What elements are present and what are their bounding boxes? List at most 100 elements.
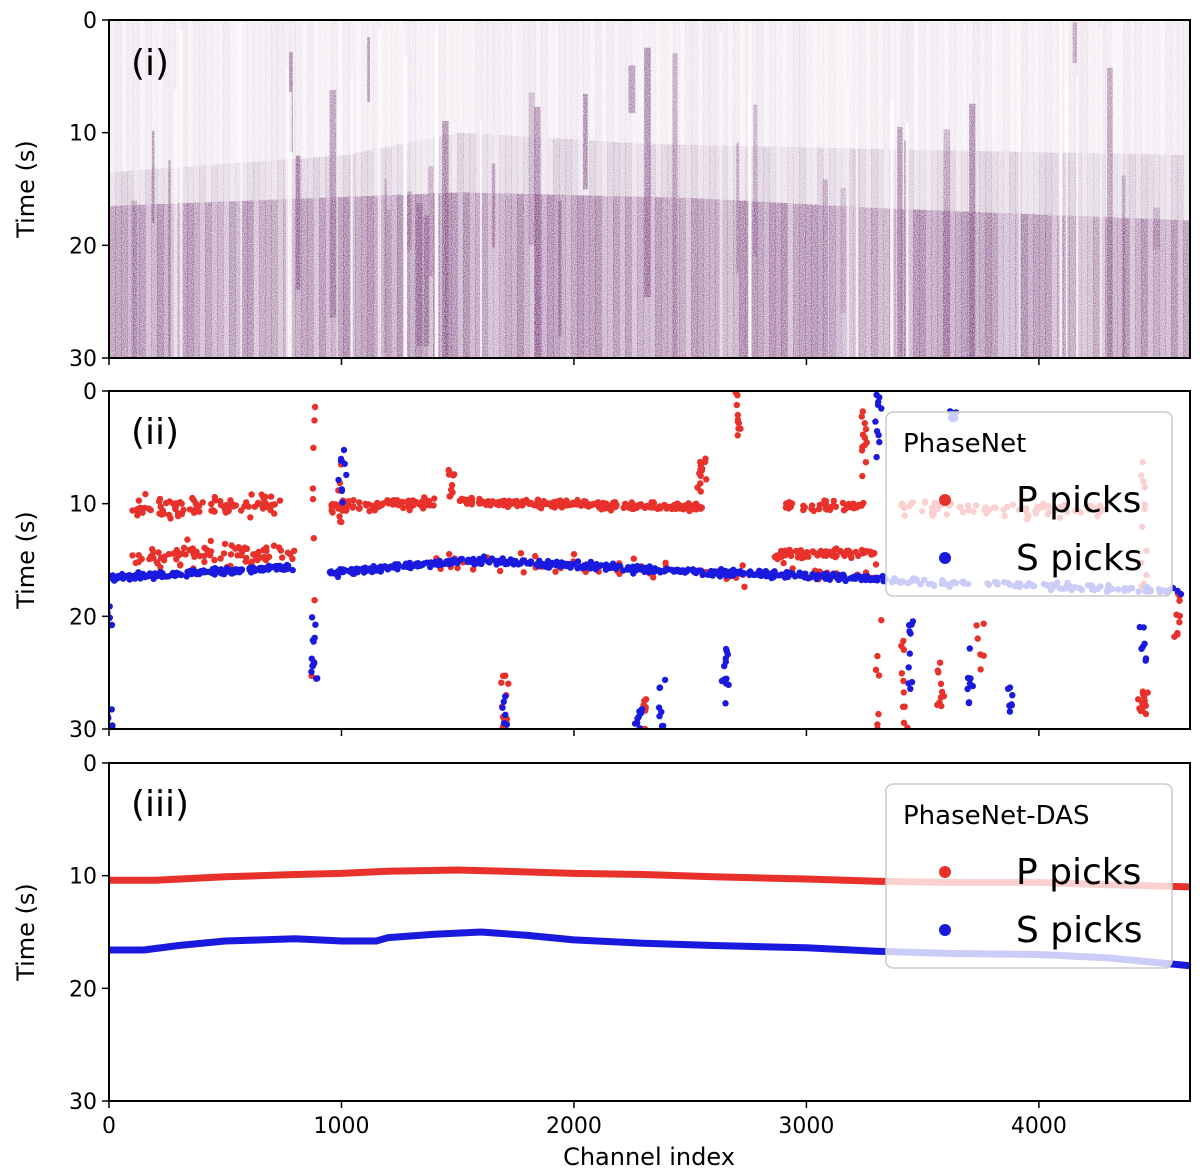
- pick-point: [250, 551, 257, 558]
- pick-point: [826, 576, 833, 583]
- pick-point: [861, 434, 869, 442]
- pick-point: [570, 551, 578, 558]
- pick-point: [969, 682, 976, 690]
- pick-point: [650, 499, 657, 506]
- pick-point: [733, 401, 740, 409]
- pick-point: [861, 420, 868, 427]
- legend-title-ii: PhaseNet: [903, 429, 1026, 459]
- pick-point: [636, 565, 643, 572]
- pick-point: [204, 547, 211, 555]
- pick-point: [400, 563, 407, 570]
- pick-point: [966, 645, 973, 652]
- pick-point: [393, 501, 401, 508]
- pick-point: [965, 699, 973, 707]
- pick-point: [823, 571, 830, 578]
- pick-point: [243, 545, 251, 552]
- pick-point: [872, 561, 880, 568]
- panel-i: 0 10 20 30 (i) Time (s): [12, 9, 1191, 372]
- y-axis-label-iii: Time (s): [12, 883, 40, 982]
- pick-point: [356, 499, 363, 506]
- pick-point: [874, 401, 882, 409]
- pick-point: [628, 499, 635, 506]
- pick-point: [905, 680, 912, 687]
- y-tick-label: 0: [83, 380, 97, 405]
- pick-point: [476, 560, 483, 567]
- pick-point: [787, 549, 795, 556]
- pick-point: [800, 506, 807, 514]
- pick-point: [588, 501, 596, 508]
- pick-point: [656, 684, 663, 691]
- pick-point: [1139, 699, 1146, 707]
- pick-point: [267, 493, 275, 500]
- pick-point: [660, 722, 667, 729]
- legend-s-label-iii: S picks: [1016, 910, 1143, 951]
- pick-point: [201, 552, 208, 560]
- y-tick-label: 30: [69, 1090, 97, 1115]
- pick-point: [697, 567, 705, 575]
- pick-point: [503, 560, 510, 568]
- pick-point: [332, 501, 339, 508]
- pick-point: [1142, 710, 1150, 718]
- pick-point: [371, 507, 378, 514]
- pick-point: [737, 568, 744, 575]
- y-ticks-iii: 0 10 20 30: [69, 752, 109, 1115]
- pick-point: [262, 500, 269, 507]
- pick-point: [336, 513, 343, 520]
- pick-point: [211, 556, 218, 564]
- x-axis-label: Channel index: [563, 1143, 735, 1171]
- pick-point: [193, 548, 200, 555]
- pick-point: [136, 572, 143, 580]
- pick-point: [734, 416, 742, 424]
- pick-point: [366, 507, 373, 515]
- pick-point: [132, 559, 139, 566]
- pick-point: [526, 500, 533, 507]
- pick-point: [842, 577, 849, 585]
- pick-point: [863, 547, 870, 555]
- pick-point: [109, 706, 115, 713]
- pick-point: [196, 552, 204, 560]
- pick-point: [184, 570, 192, 578]
- pick-point: [449, 559, 457, 566]
- pick-point: [642, 696, 650, 703]
- pick-point: [135, 552, 142, 559]
- pick-point: [172, 503, 180, 510]
- pick-point: [403, 498, 410, 506]
- pick-point: [314, 675, 321, 682]
- pick-point: [796, 551, 803, 559]
- pick-point: [498, 679, 505, 686]
- pick-point: [862, 459, 870, 466]
- pick-point: [156, 510, 163, 517]
- pick-point: [936, 659, 944, 666]
- pick-point: [175, 570, 182, 577]
- panel-label-i: (i): [131, 43, 169, 84]
- legend-p-marker-ii: [939, 494, 951, 506]
- pick-point: [309, 495, 317, 503]
- noise-texture: [109, 20, 1190, 358]
- pick-point: [697, 488, 704, 495]
- pick-point: [900, 677, 907, 685]
- pick-point: [309, 662, 317, 670]
- pick-point: [448, 481, 456, 489]
- pick-point: [980, 620, 987, 627]
- pick-point: [1137, 707, 1144, 715]
- pick-point: [458, 495, 465, 502]
- pick-point: [341, 460, 348, 467]
- pick-point: [337, 518, 344, 525]
- y-axis-label-i: Time (s): [12, 140, 40, 239]
- pick-point: [671, 501, 678, 509]
- pick-point: [734, 392, 741, 399]
- pick-point: [337, 455, 345, 463]
- pick-point: [905, 664, 912, 671]
- pick-point: [703, 476, 710, 483]
- pick-point: [312, 621, 319, 628]
- pick-point: [858, 413, 865, 420]
- pick-point: [238, 507, 245, 514]
- y-tick-label: 30: [69, 718, 97, 743]
- legend-box-iii: [885, 783, 1173, 969]
- pick-point: [534, 496, 542, 503]
- pick-point: [690, 567, 697, 575]
- pick-point: [430, 502, 437, 509]
- pick-point: [233, 566, 240, 573]
- pick-point: [635, 502, 642, 509]
